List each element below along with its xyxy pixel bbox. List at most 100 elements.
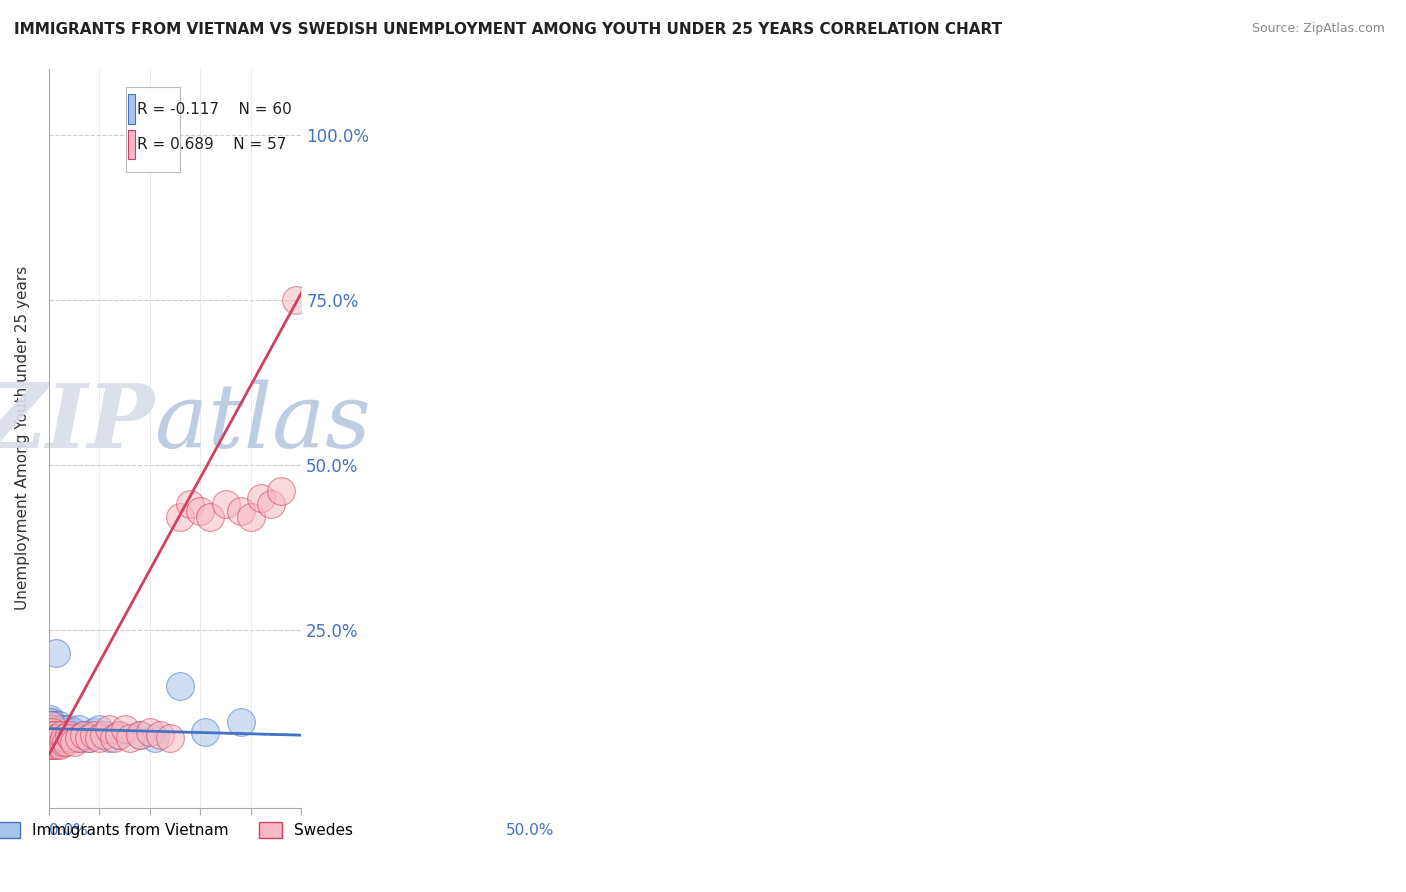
Point	[42, 718, 65, 732]
Point	[56, 724, 79, 739]
Point	[98, 722, 121, 736]
Point	[48, 718, 70, 732]
Point	[38, 714, 60, 729]
Point	[45, 731, 67, 746]
Point	[169, 510, 191, 524]
Point	[70, 731, 93, 746]
Point	[39, 724, 62, 739]
Point	[44, 731, 66, 746]
Point	[42, 731, 65, 746]
Point	[39, 714, 62, 729]
Point	[194, 724, 217, 739]
Point	[42, 731, 65, 746]
Point	[83, 724, 105, 739]
Point	[52, 735, 75, 749]
Point	[73, 728, 96, 742]
Point	[39, 724, 62, 739]
Point	[77, 731, 100, 746]
Point	[48, 731, 70, 746]
Point	[51, 728, 73, 742]
Point	[39, 728, 62, 742]
Point	[260, 497, 283, 511]
Point	[41, 722, 63, 736]
Point	[42, 728, 65, 742]
Point	[41, 724, 63, 739]
Point	[149, 728, 172, 742]
Point	[229, 504, 252, 518]
Point	[44, 728, 66, 742]
Point	[53, 728, 76, 742]
Point	[45, 738, 67, 752]
Point	[44, 738, 66, 752]
Point	[65, 731, 87, 746]
Point	[38, 718, 60, 732]
Point	[143, 731, 166, 746]
Point	[38, 731, 60, 746]
Point	[58, 722, 80, 736]
Point	[42, 735, 65, 749]
Point	[38, 724, 60, 739]
Text: 50.0%: 50.0%	[506, 822, 554, 838]
Point	[63, 724, 86, 739]
Point	[42, 722, 65, 736]
Point	[128, 728, 150, 742]
Point	[44, 718, 66, 732]
Point	[98, 731, 121, 746]
Point	[67, 722, 90, 736]
Point	[55, 731, 77, 746]
Point	[83, 728, 105, 742]
Point	[52, 731, 75, 746]
Point	[41, 731, 63, 746]
Point	[39, 718, 62, 732]
Point	[45, 646, 67, 660]
Point	[39, 731, 62, 746]
Point	[41, 738, 63, 752]
FancyBboxPatch shape	[128, 130, 135, 160]
Y-axis label: Unemployment Among Youth under 25 years: Unemployment Among Youth under 25 years	[15, 266, 30, 610]
Point	[49, 738, 72, 752]
Point	[52, 731, 75, 746]
Text: R = -0.117    N = 60: R = -0.117 N = 60	[138, 102, 292, 117]
Point	[41, 724, 63, 739]
Point	[200, 510, 222, 524]
Point	[39, 724, 62, 739]
Point	[60, 731, 83, 746]
Point	[44, 724, 66, 739]
Text: ZIP: ZIP	[0, 380, 155, 467]
Text: IMMIGRANTS FROM VIETNAM VS SWEDISH UNEMPLOYMENT AMONG YOUTH UNDER 25 YEARS CORRE: IMMIGRANTS FROM VIETNAM VS SWEDISH UNEMP…	[14, 22, 1002, 37]
Point	[51, 724, 73, 739]
Point	[52, 722, 75, 736]
Point	[108, 728, 131, 742]
Point	[214, 497, 236, 511]
Point	[49, 722, 72, 736]
Text: 0.0%: 0.0%	[49, 822, 87, 838]
Point	[42, 728, 65, 742]
Point	[38, 724, 60, 739]
Text: R = 0.689    N = 57: R = 0.689 N = 57	[138, 137, 287, 153]
Legend: Immigrants from Vietnam, Swedes: Immigrants from Vietnam, Swedes	[0, 816, 360, 845]
FancyBboxPatch shape	[125, 87, 180, 172]
Point	[93, 728, 115, 742]
Point	[250, 491, 273, 505]
Point	[39, 712, 62, 726]
Point	[77, 731, 100, 746]
Point	[179, 497, 201, 511]
Point	[285, 293, 308, 307]
Point	[39, 735, 62, 749]
FancyBboxPatch shape	[128, 95, 135, 124]
Point	[39, 718, 62, 732]
Point	[169, 679, 191, 693]
Point	[39, 728, 62, 742]
Point	[41, 718, 63, 732]
Point	[46, 724, 69, 739]
Point	[49, 731, 72, 746]
Point	[45, 722, 67, 736]
Text: Source: ZipAtlas.com: Source: ZipAtlas.com	[1251, 22, 1385, 36]
Point	[114, 722, 136, 736]
Point	[270, 483, 292, 498]
Point	[59, 731, 82, 746]
Point	[51, 728, 73, 742]
Point	[39, 731, 62, 746]
Point	[60, 728, 83, 742]
Point	[39, 728, 62, 742]
